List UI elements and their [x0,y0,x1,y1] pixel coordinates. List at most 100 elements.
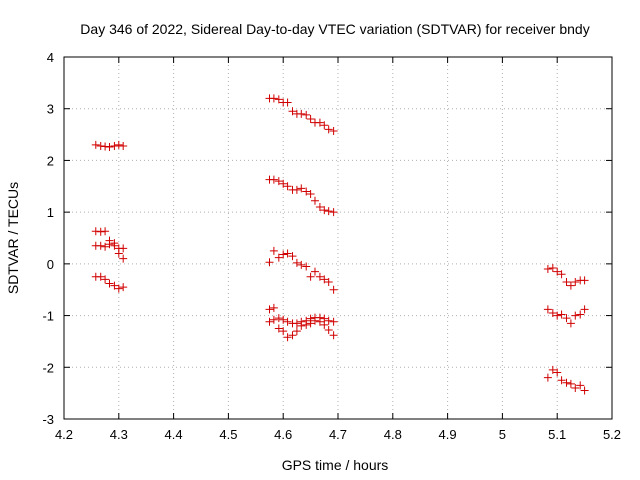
data-points [91,94,589,395]
data-point [571,277,580,286]
data-point [580,386,589,395]
data-point [543,373,552,382]
data-point [543,265,552,274]
series-sat-b [265,175,338,217]
data-point [274,253,283,262]
data-point [283,98,292,107]
series-sat-j [543,263,589,290]
data-point [114,140,123,149]
data-point [566,281,575,290]
data-point [274,177,283,186]
series-sat-f [91,272,128,293]
data-point [571,311,580,320]
data-point [315,272,324,281]
data-point [571,383,580,392]
data-point [96,141,105,150]
data-point [269,303,278,312]
data-point [96,272,105,281]
data-point [101,275,110,284]
series-sat-e [91,240,128,258]
data-point [297,184,306,193]
data-point [306,115,315,124]
x-tick-label: 4.2 [55,427,73,442]
data-point [110,141,119,150]
data-point [119,254,128,263]
y-tick-label: -1 [42,309,54,324]
data-point [548,365,557,374]
y-tick-label: 1 [47,205,54,220]
data-point [91,140,100,149]
series-sat-l [543,365,589,395]
data-point [279,327,288,336]
data-point [105,142,114,151]
data-point [105,240,114,249]
data-point [557,310,566,319]
x-tick-label: 4.9 [439,427,457,442]
data-point [302,262,311,271]
data-point [324,277,333,286]
data-point [562,277,571,286]
data-point [329,126,338,135]
x-tick-label: 4.4 [165,427,183,442]
data-point [297,109,306,118]
data-point [553,311,562,320]
data-point [576,310,585,319]
data-point [101,242,110,251]
data-point [562,378,571,387]
data-point [119,141,128,150]
data-point [101,227,110,236]
data-point [279,179,288,188]
data-point [269,315,278,324]
data-point [306,319,315,328]
x-tick-label: 4.5 [219,427,237,442]
x-tick-label: 5.2 [603,427,621,442]
data-point [119,283,128,292]
data-point [310,316,319,325]
data-point [566,319,575,328]
x-tick-label: 4.3 [110,427,128,442]
data-point [283,249,292,258]
data-point [315,118,324,127]
data-point [288,331,297,340]
grid-lines [64,57,612,419]
data-point [274,324,283,333]
data-point [279,250,288,259]
data-point [279,315,288,324]
data-point [101,142,110,151]
data-point [292,327,301,336]
data-point [274,314,283,323]
data-point [292,319,301,328]
data-point [297,321,306,330]
x-tick-label: 5 [499,427,506,442]
data-point [576,381,585,390]
data-point [580,276,589,285]
data-point [320,121,329,130]
series-sat-k [543,305,589,328]
data-point [96,227,105,236]
x-tick-label: 4.7 [329,427,347,442]
data-point [557,376,566,385]
series-sat-i [265,315,338,342]
data-point [543,305,552,314]
data-point [302,110,311,119]
y-tick-label: 4 [47,50,54,65]
y-axis-ticks: -3 -2 -1 0 1 2 3 4 [42,50,612,427]
series-sat-g [265,246,338,294]
data-point [105,279,114,288]
data-point [329,208,338,217]
y-tick-label: 0 [47,257,54,272]
data-point [297,260,306,269]
data-point [566,379,575,388]
data-point [306,272,315,281]
y-axis-label: SDTVAR / TECUs [5,182,21,294]
data-point [110,241,119,250]
y-tick-label: -3 [42,412,54,427]
data-point [269,175,278,184]
x-tick-label: 5.1 [548,427,566,442]
data-point [562,314,571,323]
data-point [288,252,297,261]
data-point [320,206,329,215]
data-point [324,316,333,325]
data-point [310,267,319,276]
data-point [283,333,292,342]
